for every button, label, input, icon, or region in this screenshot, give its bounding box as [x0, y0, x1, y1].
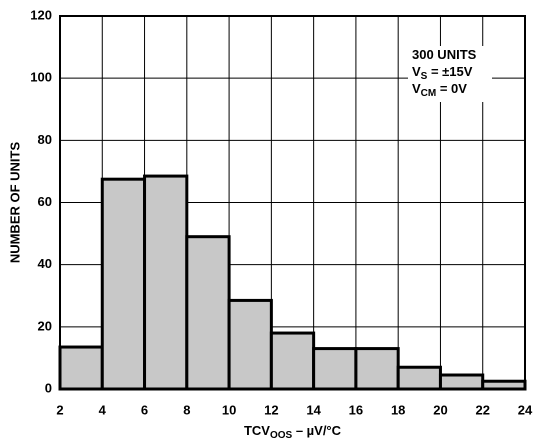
x-tick-label: 22	[475, 402, 489, 417]
y-axis-label: NUMBER OF UNITS	[7, 142, 22, 264]
bar	[185, 235, 231, 391]
annotation-part: = 0V	[436, 81, 467, 96]
annotation-background	[408, 46, 492, 102]
annotation-line: VCM = 0V	[412, 81, 467, 98]
x-tick-label: 10	[222, 402, 236, 417]
y-tick-label: 100	[30, 70, 52, 85]
x-tick-label: 18	[391, 402, 405, 417]
x-axis-label-part: – µV/°C	[292, 423, 341, 438]
x-tick-label: 4	[99, 402, 107, 417]
annotation-line: 300 UNITS	[412, 47, 477, 62]
x-tick-label: 12	[264, 402, 278, 417]
x-tick-label: 16	[349, 402, 363, 417]
y-tick-label: 120	[30, 7, 52, 22]
x-tick-label: 6	[141, 402, 148, 417]
annotation-part: CM	[421, 88, 437, 99]
x-axis-label-part: TCV	[244, 423, 270, 438]
annotation-part: S	[421, 71, 428, 82]
bar	[481, 379, 527, 391]
bar	[354, 347, 400, 391]
annotation-part: V	[412, 64, 421, 79]
x-axis-label: TCVOOS – µV/°C	[244, 423, 342, 439]
annotation-part: 300 UNITS	[412, 47, 477, 62]
x-tick-label: 20	[433, 402, 447, 417]
bar	[58, 345, 104, 391]
annotation-part: = ±15V	[427, 64, 472, 79]
y-tick-label: 40	[38, 256, 52, 271]
y-tick-label: 0	[45, 380, 52, 395]
y-tick-label: 60	[38, 194, 52, 209]
y-tick-label: 80	[38, 132, 52, 147]
bar	[438, 373, 485, 391]
bar	[269, 331, 316, 391]
bar	[227, 298, 273, 391]
bar	[143, 174, 189, 391]
bar	[396, 365, 442, 391]
x-tick-label: 14	[306, 402, 321, 417]
plot-frame	[59, 15, 526, 390]
y-tick-label: 20	[38, 318, 52, 333]
bar	[312, 347, 358, 391]
annotation-part: V	[412, 81, 421, 96]
x-tick-label: 8	[183, 402, 190, 417]
x-tick-label: 24	[518, 402, 533, 417]
bar	[100, 177, 147, 391]
x-tick-label: 2	[56, 402, 63, 417]
x-axis-label-part: OOS	[270, 430, 293, 439]
annotation-line: VS = ±15V	[412, 64, 473, 81]
